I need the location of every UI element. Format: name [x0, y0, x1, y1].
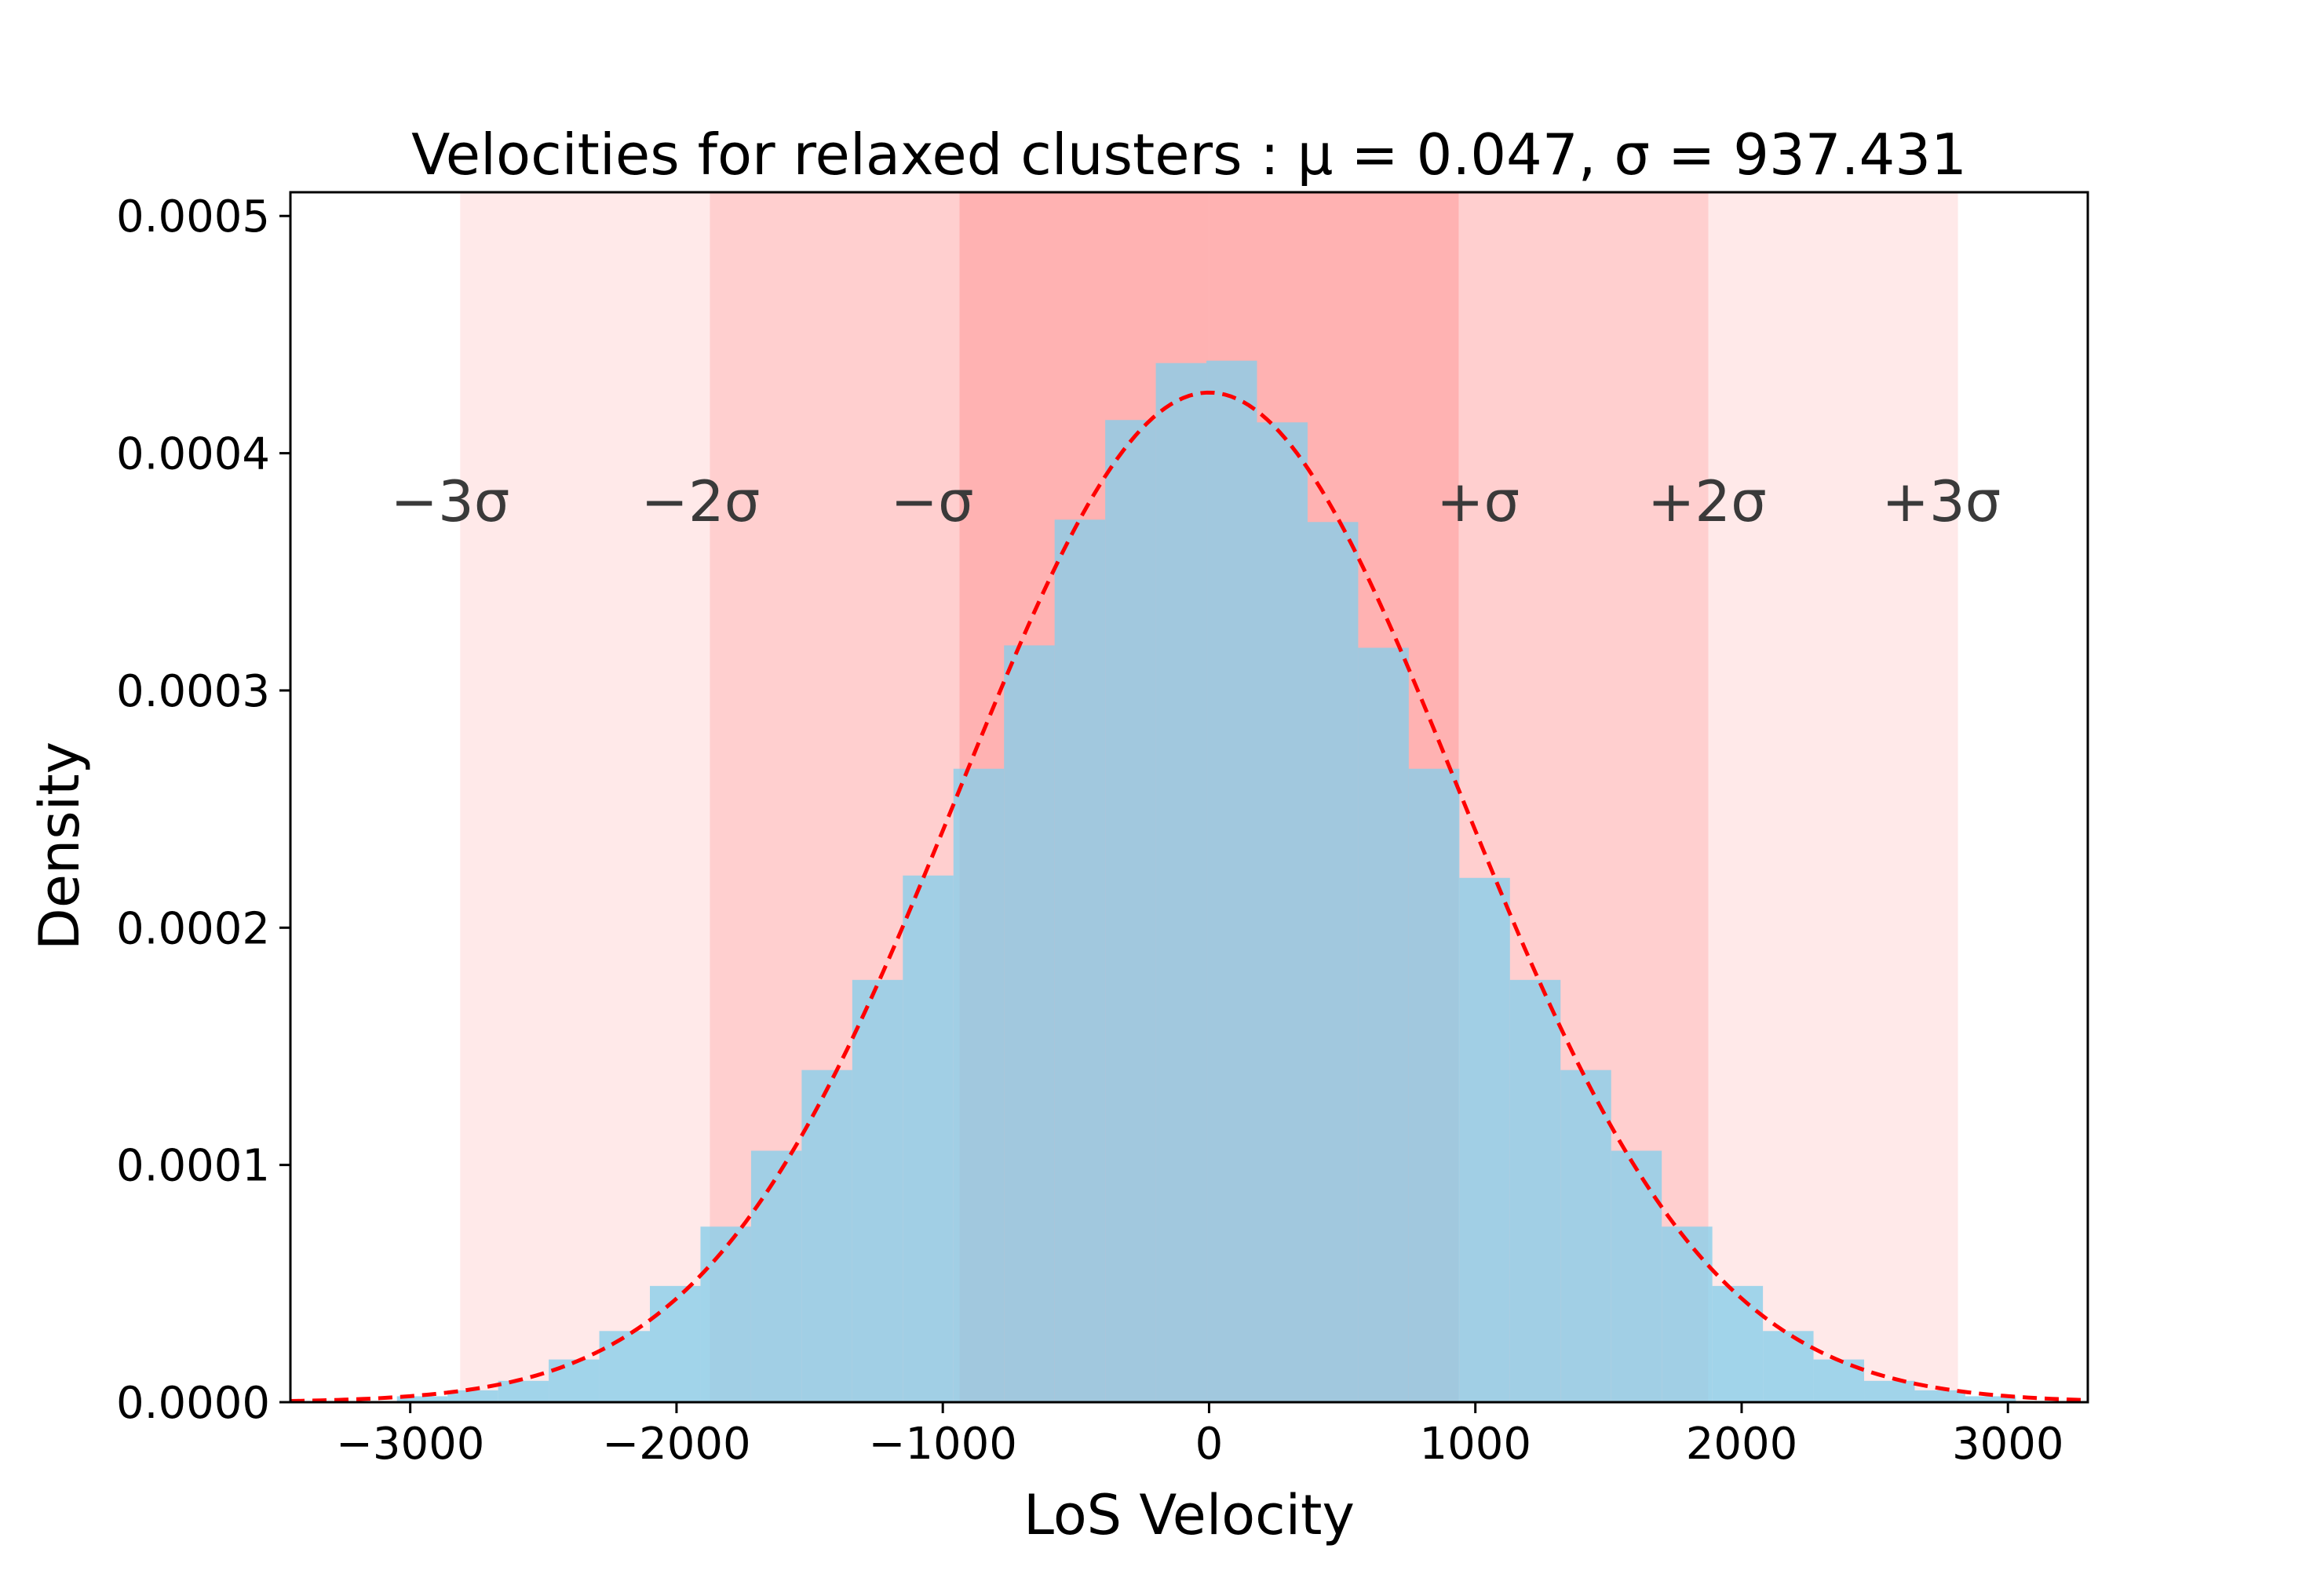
- histogram-bar: [1509, 979, 1561, 1402]
- histogram-bar: [599, 1331, 650, 1402]
- histogram-bar: [1459, 877, 1510, 1402]
- y-axis-label: Density: [27, 742, 92, 950]
- y-tick-label: 0.0001: [116, 1141, 270, 1192]
- histogram-bar: [1965, 1396, 2016, 1402]
- histogram-bar: [396, 1396, 448, 1402]
- histogram-bar: [1257, 422, 1308, 1402]
- histogram-bar: [498, 1380, 549, 1402]
- histogram-bars: [396, 360, 2016, 1403]
- sigma-bands: [460, 192, 1958, 1402]
- x-tick-label: 3000: [1952, 1419, 2064, 1470]
- histogram-bar: [1560, 1069, 1611, 1402]
- histogram-bar: [1155, 363, 1207, 1403]
- chart-title: Velocities for relaxed clusters : μ = 0.…: [411, 122, 1967, 188]
- y-tick-label: 0.0000: [116, 1378, 270, 1429]
- x-axis-ticks: −3000 −2000 −1000 0 1000 2000 3000: [336, 1402, 2064, 1470]
- y-axis-ticks: 0.0000 0.0001 0.0002 0.0003 0.0004 0.0005: [116, 191, 290, 1429]
- sigma-band-labels: −σ +σ −2σ +2σ −3σ +3σ: [391, 468, 2001, 534]
- normal-fit-curve: [290, 390, 2089, 1404]
- x-tick-label: −3000: [336, 1419, 484, 1470]
- histogram-bar: [801, 1069, 852, 1402]
- plot-frame: [289, 191, 2089, 1404]
- histogram-bar: [1712, 1285, 1764, 1402]
- histogram-bar: [903, 875, 954, 1402]
- histogram-bar: [1864, 1380, 1915, 1402]
- sigma-band-label: +σ: [1436, 468, 1520, 534]
- histogram-bar: [1662, 1226, 1713, 1402]
- y-tick-label: 0.0003: [116, 666, 270, 717]
- y-tick-label: 0.0002: [116, 903, 270, 954]
- histogram-bar: [1914, 1390, 1965, 1402]
- normal-fit-curve-group: [290, 390, 2089, 1404]
- x-tick-label: 0: [1195, 1419, 1224, 1470]
- x-tick-label: 1000: [1419, 1419, 1531, 1470]
- histogram-bar: [1408, 768, 1460, 1402]
- histogram-bar: [1307, 522, 1359, 1403]
- sigma-band-label: −σ: [891, 468, 974, 534]
- histogram-bar: [750, 1150, 802, 1402]
- histogram-bar: [1105, 420, 1156, 1403]
- sigma-band-5: [460, 192, 710, 1402]
- x-axis-label: LoS Velocity: [1023, 1483, 1355, 1547]
- histogram-bar: [852, 979, 903, 1402]
- histogram-bar: [1763, 1331, 1814, 1402]
- histogram-bar: [1004, 645, 1055, 1402]
- x-tick-label: −1000: [868, 1419, 1016, 1470]
- histogram-bar: [700, 1226, 751, 1402]
- sigma-band-label: +3σ: [1882, 468, 2001, 534]
- x-tick-label: 2000: [1686, 1419, 1798, 1470]
- histogram-bar: [650, 1285, 701, 1402]
- histogram-bar: [549, 1359, 600, 1402]
- histogram-bar: [1611, 1150, 1662, 1402]
- sigma-band-label: −2σ: [641, 468, 761, 534]
- histogram-bar: [1054, 519, 1106, 1402]
- y-tick-label: 0.0005: [116, 191, 270, 242]
- histogram-bar: [1206, 360, 1257, 1402]
- histogram-bar: [1358, 647, 1409, 1402]
- sigma-band-label: +2σ: [1647, 468, 1767, 534]
- histogram-bar: [953, 768, 1005, 1402]
- sigma-band-6: [1708, 192, 1958, 1402]
- y-tick-label: 0.0004: [116, 429, 270, 480]
- x-tick-label: −2000: [602, 1419, 750, 1470]
- sigma-band-label: −3σ: [391, 468, 510, 534]
- histogram-bar: [447, 1390, 498, 1402]
